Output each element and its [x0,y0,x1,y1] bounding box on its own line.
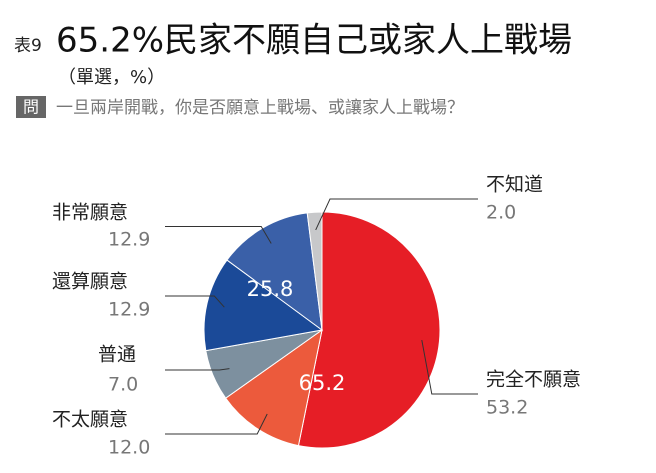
slice-label: 非常願意 [52,202,128,224]
slice-value: 12.0 [108,437,150,459]
slice-label: 完全不願意 [486,369,581,391]
slice-label: 不太願意 [52,409,128,431]
leader-line [165,295,225,308]
slice-label: 不知道 [486,174,543,196]
group-label: 65.2 [299,371,346,395]
group-label: 25.8 [247,277,294,301]
slice-label: 還算願意 [52,271,128,293]
chart-title: 65.2%民家不願自己或家人上戰場 [56,21,572,61]
question-tag-box [16,96,46,118]
pie-slice [306,211,323,331]
slice-value: 12.9 [108,299,150,321]
slice-label: 普通 [98,344,136,366]
table-number: 表9 [14,36,42,56]
leader-line [421,339,478,395]
slice-value: 7.0 [108,374,138,396]
chart-subtitle: （單選，%） [58,67,165,88]
question-tag: 問 [23,98,39,117]
question: 一旦兩岸開戰，你是否願意上戰場、或讓家人上戰場？ [56,97,464,118]
slice-value: 2.0 [486,202,516,224]
slice-value: 53.2 [486,397,528,419]
pie-slice [203,259,324,352]
leader-line [165,226,272,244]
leader-line [165,368,230,371]
leader-line [165,413,268,435]
pie-slice [224,328,323,447]
pie-slice [297,211,441,449]
leader-line [315,198,478,231]
slice-value: 12.9 [108,229,150,251]
